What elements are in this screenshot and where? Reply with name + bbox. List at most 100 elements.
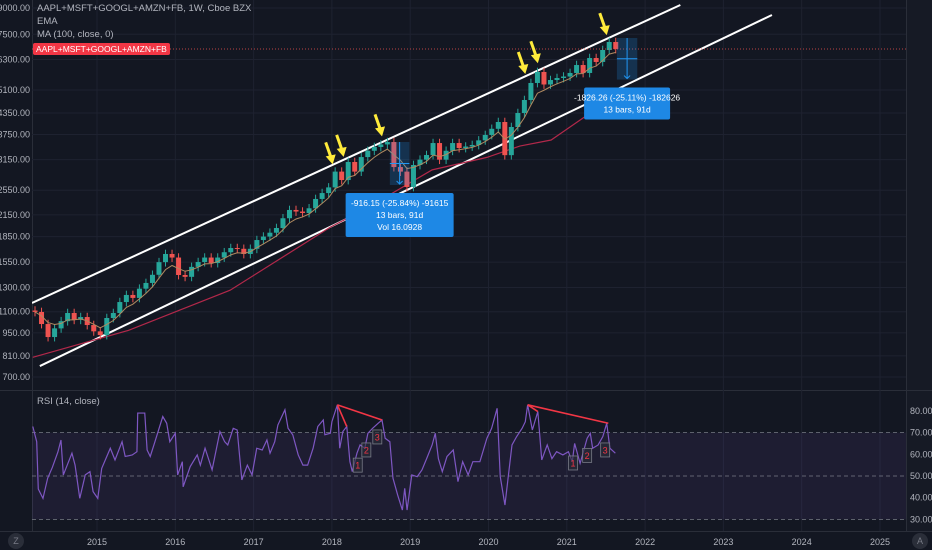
- symbol-title[interactable]: AAPL+MSFT+GOOGL+AMZN+FB, 1W, Cboe BZX: [37, 3, 252, 14]
- candle: [169, 249, 175, 262]
- candle-body: [130, 294, 136, 298]
- candle-body: [267, 232, 273, 237]
- candle: [613, 37, 619, 54]
- candle-body: [221, 252, 227, 258]
- measure-label-text: Vol 16.0928: [377, 222, 422, 232]
- wave-count-label: 1: [568, 455, 578, 471]
- rsi-tick-label: 40.00: [910, 493, 932, 503]
- price-pane[interactable]: [32, 4, 906, 367]
- candle: [378, 140, 384, 152]
- candle-body: [97, 331, 103, 336]
- price-tick-label: 9000.00: [0, 3, 30, 13]
- wave-count-box: [600, 442, 611, 458]
- rsi-tick-label: 70.00: [910, 428, 932, 438]
- yellow-arrow-annotation: [335, 134, 347, 157]
- candle-body: [463, 146, 469, 148]
- measure-label-box: [584, 87, 671, 120]
- candle: [267, 228, 273, 241]
- candle: [528, 78, 534, 105]
- candle-body: [286, 209, 292, 219]
- ma100-line: [32, 89, 619, 358]
- candle-body: [567, 72, 573, 77]
- channel-trendline: [32, 4, 681, 304]
- price-tick-label: 3750.00: [0, 129, 30, 139]
- candle: [541, 67, 547, 89]
- candle-body: [430, 143, 436, 156]
- price-tick-label: 700.00: [2, 372, 30, 382]
- candle-body: [593, 58, 599, 62]
- candle-body: [326, 187, 332, 194]
- candle-body: [345, 161, 351, 181]
- candle-body: [234, 248, 240, 250]
- candle: [430, 138, 436, 160]
- candle-body: [547, 80, 553, 85]
- candle-body: [339, 171, 345, 181]
- candle: [593, 53, 599, 67]
- arrow-head: [530, 53, 541, 64]
- symbol-price-tag: AAPL+MSFT+GOOGL+AMZN+FB: [33, 43, 170, 55]
- ema-legend[interactable]: EMA: [37, 16, 58, 27]
- candle: [149, 270, 155, 288]
- rsi-tick-label: 50.00: [910, 471, 932, 481]
- right-axis-strip: [906, 0, 932, 531]
- candle-body: [195, 262, 201, 267]
- candle: [300, 207, 306, 218]
- time-tick-label: 2022: [635, 537, 655, 547]
- wave-count-text: 2: [364, 445, 369, 455]
- candle: [156, 257, 162, 280]
- time-tick-label: 2021: [557, 537, 577, 547]
- candle: [365, 146, 371, 162]
- wave-count-label: 2: [361, 442, 372, 458]
- wave-count-box: [352, 457, 363, 473]
- measure-arrow-head: [623, 75, 631, 80]
- candle-body: [58, 321, 64, 329]
- wave-count-label: 3: [372, 429, 383, 445]
- candle-body: [332, 171, 338, 188]
- price-tick-label: 4350.00: [0, 108, 30, 118]
- time-tick-label: 2019: [400, 537, 420, 547]
- candle: [606, 37, 612, 55]
- wave-count-box: [582, 447, 593, 463]
- candle: [371, 142, 377, 156]
- candle: [339, 167, 345, 185]
- candle-body: [358, 157, 364, 172]
- wave-count-text: 3: [375, 432, 380, 442]
- candle-body: [65, 313, 71, 322]
- price-tick-label: 1100.00: [0, 307, 30, 317]
- arrow-head: [325, 154, 336, 165]
- candle: [163, 249, 169, 267]
- candle-body: [580, 65, 586, 73]
- candle: [52, 324, 58, 342]
- candle-body: [456, 143, 462, 148]
- candle: [45, 319, 51, 342]
- candle: [587, 53, 593, 78]
- timezone-toggle-button[interactable]: Z: [8, 533, 24, 549]
- measure-label-text: -916.15 (-25.84%) -91615: [351, 198, 449, 208]
- time-tick-label: 2020: [478, 537, 498, 547]
- auto-scale-button[interactable]: A: [912, 533, 928, 549]
- candle-body: [176, 257, 182, 275]
- candle-body: [606, 42, 612, 51]
- rsi-legend[interactable]: RSI (14, close): [37, 396, 100, 407]
- candle: [508, 122, 514, 160]
- candle-body: [397, 167, 403, 172]
- price-tick-label: 1550.00: [0, 257, 30, 267]
- candle-body: [528, 82, 534, 101]
- candle-body: [136, 288, 142, 298]
- candle: [123, 290, 129, 307]
- candle-body: [600, 50, 606, 62]
- candle: [469, 140, 475, 151]
- candle-body: [404, 171, 410, 187]
- candle: [384, 137, 390, 149]
- candle: [319, 188, 325, 204]
- candle-body: [437, 143, 443, 160]
- price-tick-label: 1850.00: [0, 232, 30, 242]
- candle: [313, 194, 319, 213]
- candle: [293, 205, 299, 216]
- yellow-arrow-annotation: [516, 51, 529, 74]
- ma-legend[interactable]: MA (100, close, 0): [37, 29, 114, 40]
- candle: [286, 205, 292, 223]
- yellow-arrow-annotation: [373, 113, 386, 137]
